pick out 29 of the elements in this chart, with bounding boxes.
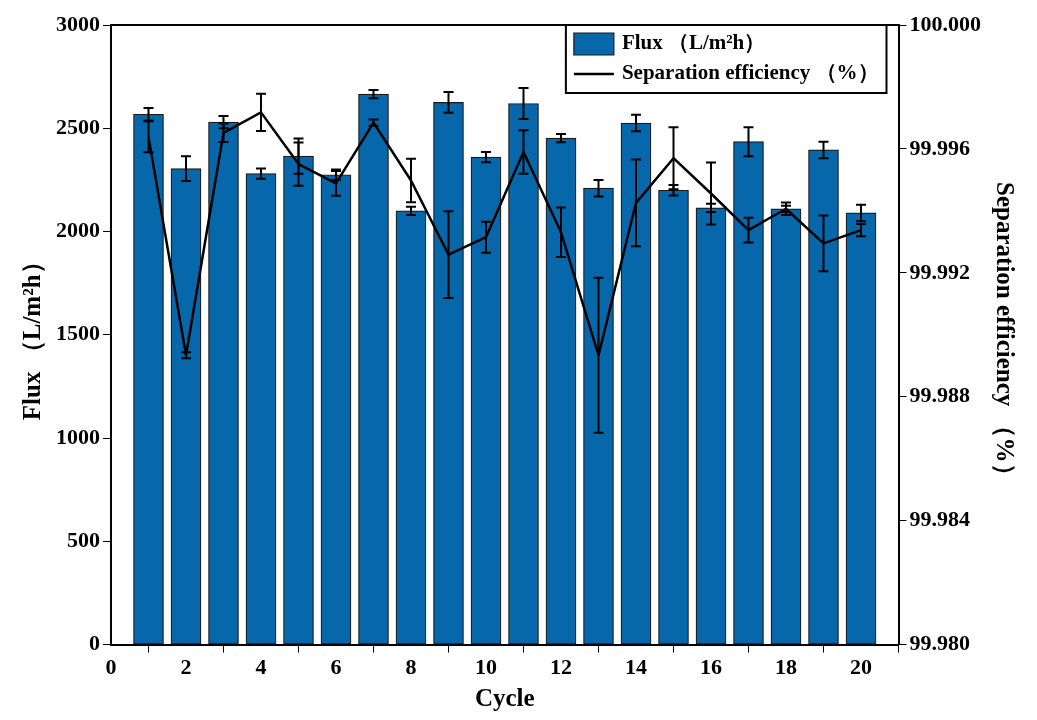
x-tick-label: 14 xyxy=(625,654,647,680)
y-tick-label: 3000 xyxy=(56,10,100,36)
x-tick-label: 8 xyxy=(405,654,417,680)
y2-tick-label: 99.988 xyxy=(909,382,970,408)
x-tick-label: 20 xyxy=(850,654,872,680)
y-tick-label: 0 xyxy=(89,630,100,656)
y2-tick-label: 99.996 xyxy=(909,134,970,160)
y2-tick-label: 99.984 xyxy=(909,506,970,532)
x-tick-label: 16 xyxy=(700,654,722,680)
x-tick-label: 6 xyxy=(330,654,342,680)
y-tick-label: 1500 xyxy=(56,320,100,346)
x-tick-label: 12 xyxy=(550,654,572,680)
x-tick-label: 18 xyxy=(775,654,797,680)
y-axis-title: Flux （L/m²h） xyxy=(18,249,46,421)
x-axis-title: Cycle xyxy=(474,684,535,712)
x-tick-label: 10 xyxy=(475,654,497,680)
x-tick-label: 0 xyxy=(105,654,117,680)
y-tick-label: 2000 xyxy=(56,217,100,243)
y-tick-label: 2500 xyxy=(56,113,100,139)
legend-label: Flux （L/m²h） xyxy=(621,30,766,55)
y2-tick-label: 99.980 xyxy=(909,630,970,656)
x-tick-label: 2 xyxy=(180,654,192,680)
y2-tick-label: 99.992 xyxy=(909,258,970,284)
legend-label: Separation efficiency （%） xyxy=(621,60,879,85)
y2-tick-label: 100.000 xyxy=(909,10,981,36)
y2-axis-title: Separation efficiency （%） xyxy=(991,182,1019,488)
y-tick-label: 1000 xyxy=(56,423,100,449)
y-tick-label: 500 xyxy=(67,527,100,553)
x-tick-label: 4 xyxy=(255,654,267,680)
